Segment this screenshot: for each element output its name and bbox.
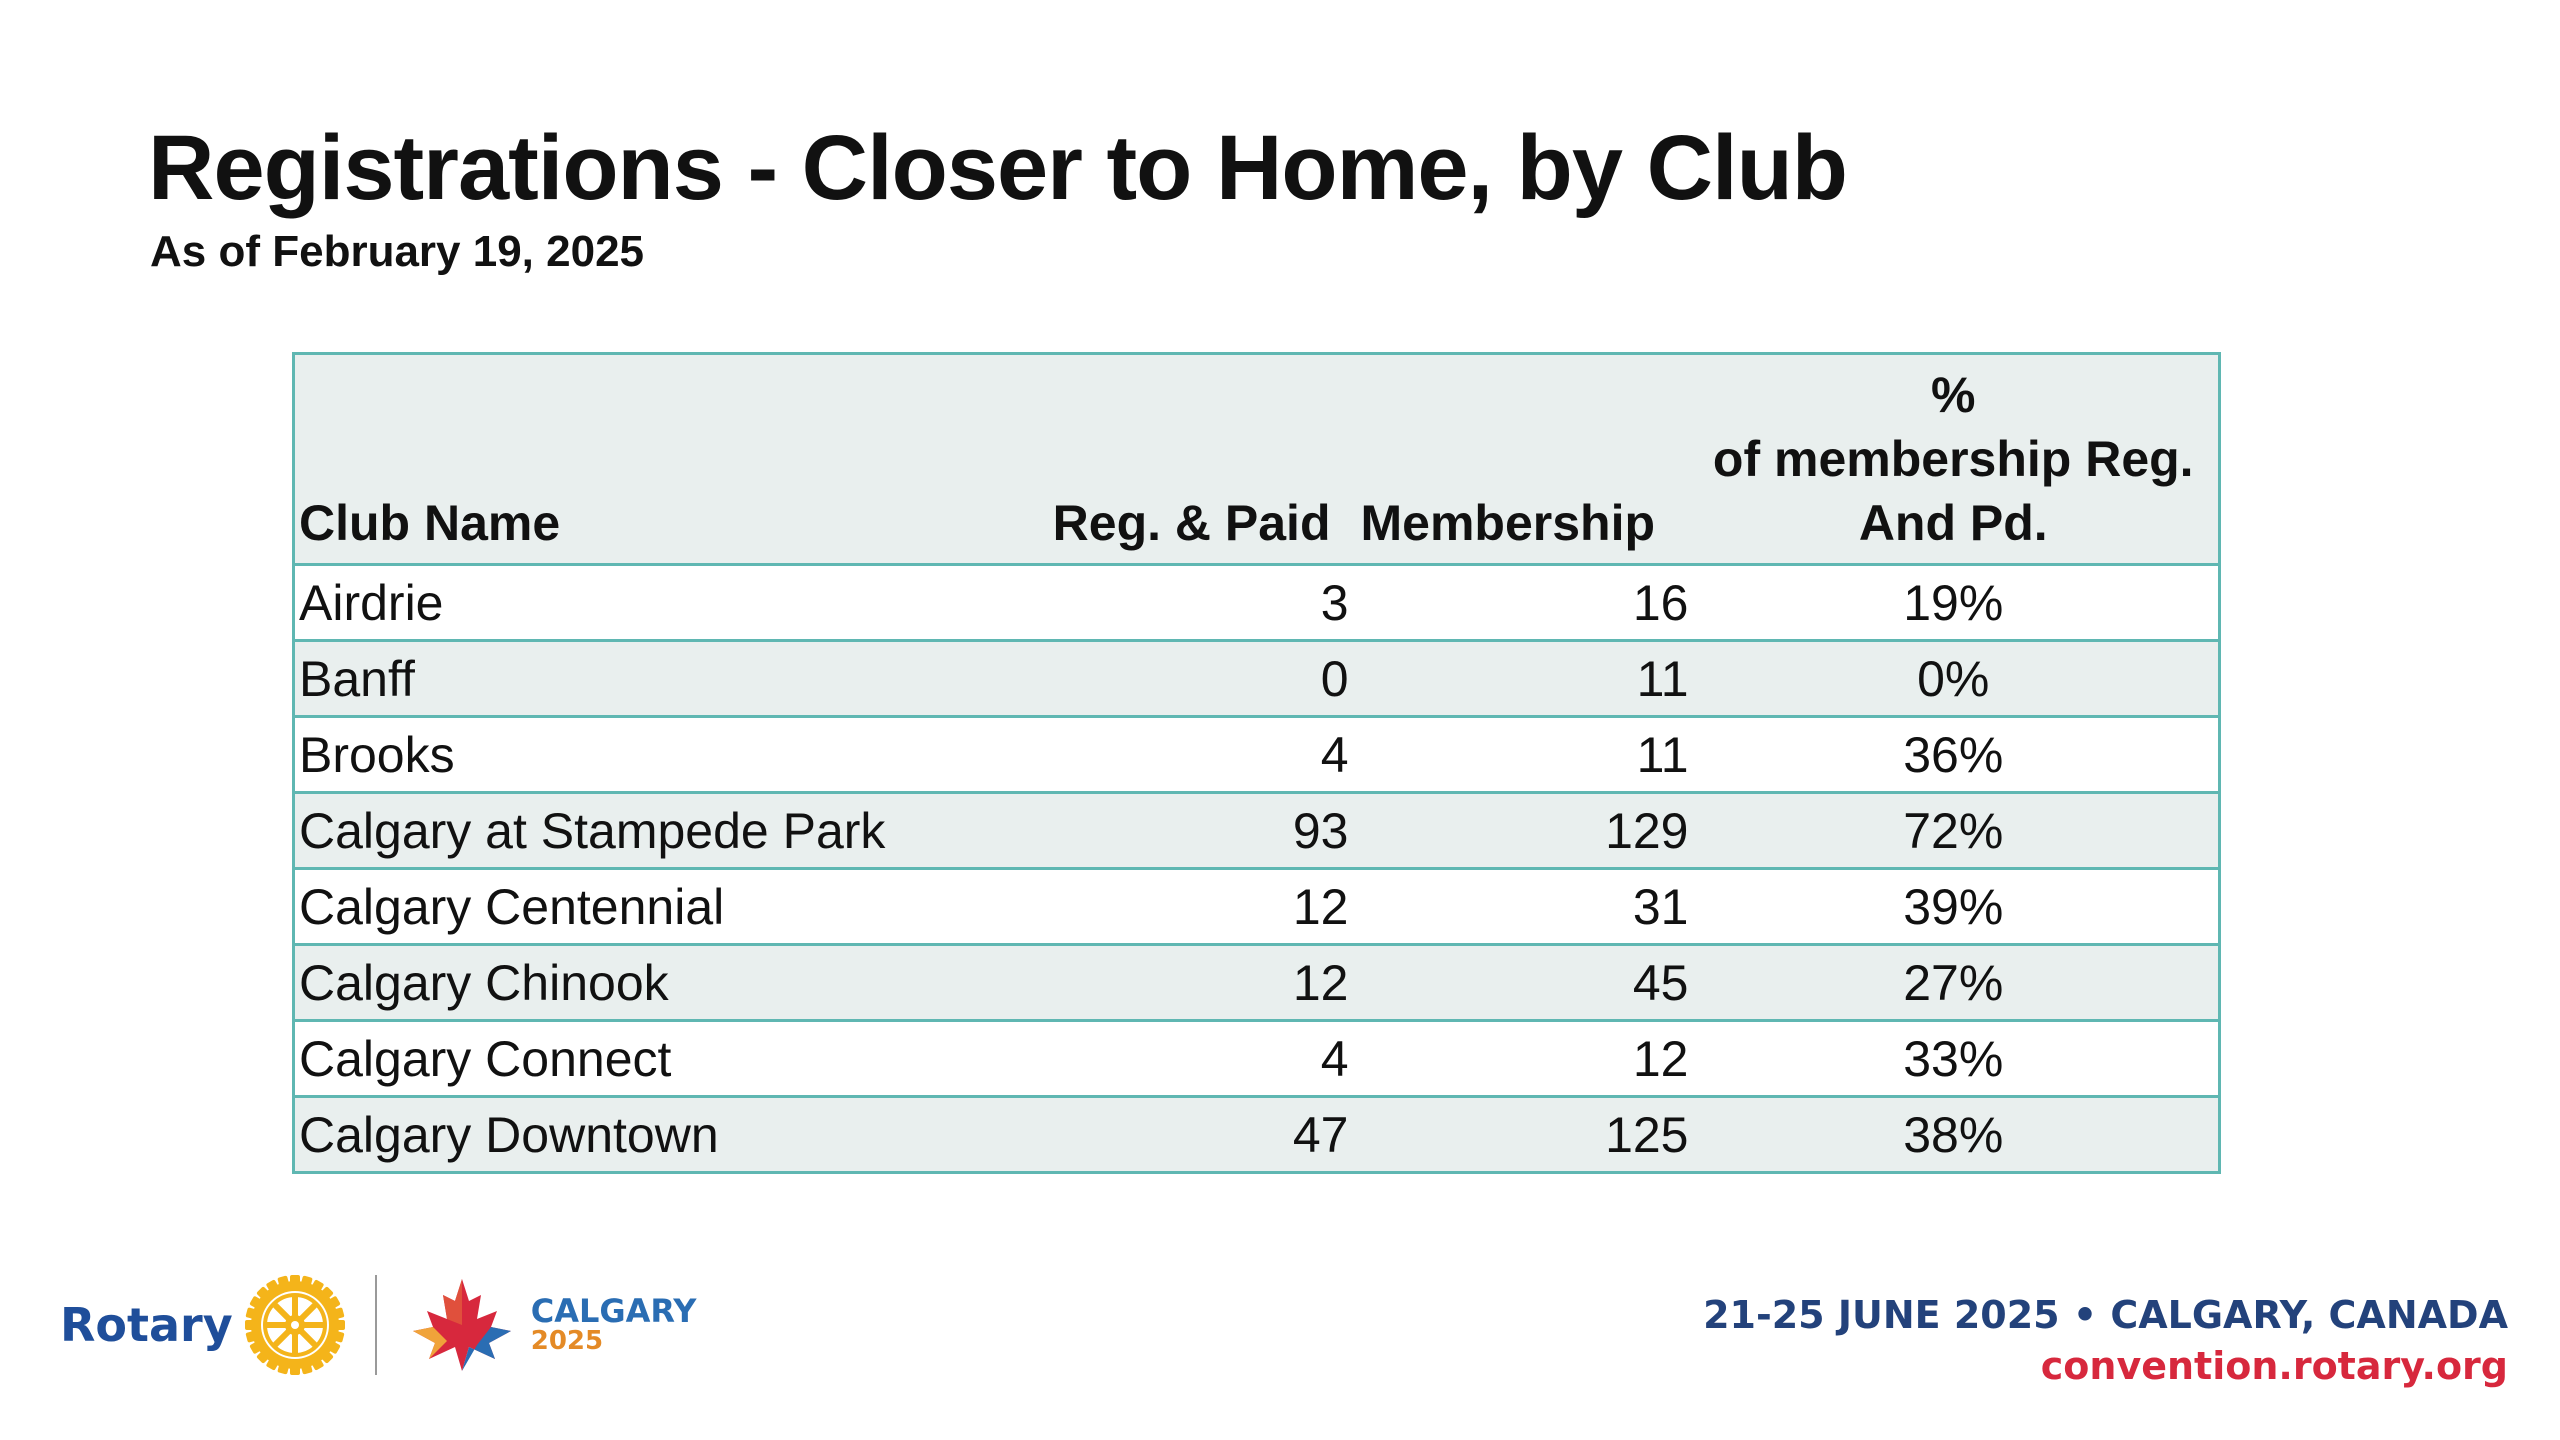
cell-club-name: Brooks [293,716,1014,794]
table-header: Club Name Reg. & Paid Membership % of me… [293,353,2220,566]
rotary-wordmark: Rotary [60,1298,233,1352]
table-row: Calgary Downtown 47 125 38% [293,1096,2220,1173]
header-percent-line2: of membership Reg. [1712,431,2194,487]
cell-percent: 27% [1688,944,2220,1022]
cell-club-name: Calgary Chinook [293,944,1014,1022]
footer-logos: Rotary [60,1270,696,1380]
table-row: Calgary Connect 4 12 33% [293,1020,2220,1098]
cell-percent: 0% [1688,640,2220,718]
table-body: Airdrie 3 16 19% Banff 0 11 0% Brooks 4 … [293,564,2220,1173]
cell-percent: 19% [1688,564,2220,642]
table-row: Calgary Chinook 12 45 27% [293,944,2220,1022]
cell-percent: 36% [1688,716,2220,794]
calgary-city-label: CALGARY [530,1291,697,1330]
cell-membership: 11 [1348,640,1689,718]
cell-club-name: Calgary Downtown [293,1096,1014,1173]
cell-percent: 72% [1688,792,2220,870]
cell-reg-paid: 4 [1013,716,1349,794]
cell-membership: 129 [1348,792,1689,870]
event-dates: 21-25 JUNE 2025 • CALGARY, CANADA [1703,1293,2508,1337]
cell-club-name: Airdrie [293,564,1014,642]
cell-membership: 12 [1348,1020,1689,1098]
cell-membership: 125 [1348,1096,1689,1173]
cell-club-name: Banff [293,640,1014,718]
cell-reg-paid: 47 [1013,1096,1349,1173]
cell-membership: 31 [1348,868,1689,946]
calgary-year-label: 2025 [530,1326,604,1357]
page-subtitle: As of February 19, 2025 [150,227,645,276]
header-percent-line3: And Pd. [1858,495,2048,551]
logo-divider [374,1275,377,1375]
table-row: Calgary Centennial 12 31 39% [293,868,2220,946]
cell-reg-paid: 12 [1013,868,1349,946]
table-row: Banff 0 11 0% [293,640,2220,718]
cell-membership: 16 [1348,564,1689,642]
table-row: Brooks 4 11 36% [293,716,2220,794]
header-row: Club Name Reg. & Paid Membership % of me… [293,353,2220,566]
header-club-name: Club Name [293,353,1014,566]
cell-reg-paid: 0 [1013,640,1349,718]
cell-membership: 11 [1348,716,1689,794]
header-membership: Membership [1348,353,1689,566]
footer-event-info: 21-25 JUNE 2025 • CALGARY, CANADA conven… [1703,1290,2508,1393]
page-title: Registrations - Closer to Home, by Club [148,117,1848,219]
header-percent-line1: % [1931,367,1976,423]
registrations-table-container: Club Name Reg. & Paid Membership % of me… [292,352,2221,1174]
cell-club-name: Calgary Connect [293,1020,1014,1098]
cell-club-name: Calgary at Stampede Park [293,792,1014,870]
cell-club-name: Calgary Centennial [293,868,1014,946]
rotary-wheel-icon [244,1275,345,1375]
cell-percent: 39% [1688,868,2220,946]
table-row: Airdrie 3 16 19% [293,564,2220,642]
cell-percent: 33% [1688,1020,2220,1098]
cell-membership: 45 [1348,944,1689,1022]
calgary-2025-wordmark: CALGARY 2025 [530,1291,697,1357]
table-row: Calgary at Stampede Park 93 129 72% [293,792,2220,870]
cell-reg-paid: 12 [1013,944,1349,1022]
cell-percent: 38% [1688,1096,2220,1173]
cell-reg-paid: 93 [1013,792,1349,870]
header-percent: % of membership Reg. And Pd. [1688,353,2220,566]
cell-reg-paid: 4 [1013,1020,1349,1098]
cell-reg-paid: 3 [1013,564,1349,642]
registrations-table: Club Name Reg. & Paid Membership % of me… [292,352,2221,1174]
convention-url[interactable]: convention.rotary.org [2040,1344,2508,1389]
calgary-maple-leaf-icon [412,1279,511,1371]
header-reg-paid: Reg. & Paid [1013,353,1349,566]
